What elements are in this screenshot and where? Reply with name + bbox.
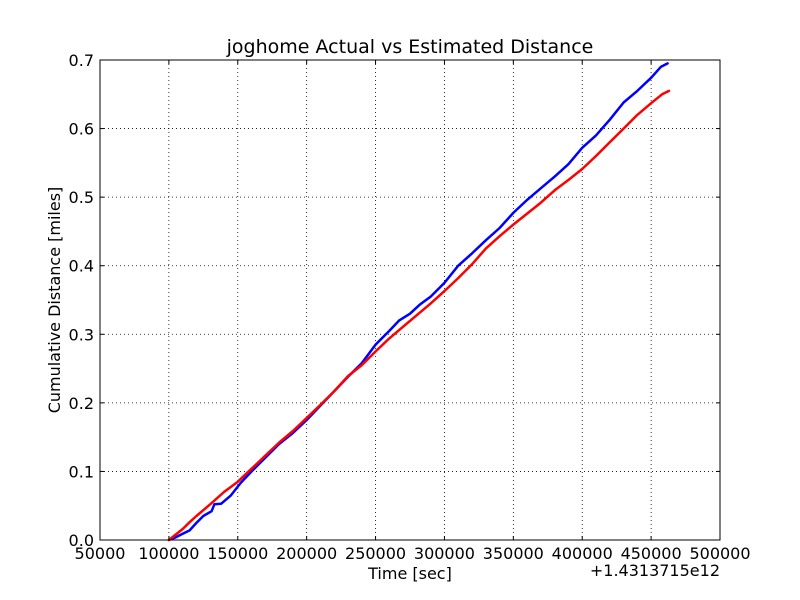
x-tick-label: 450000 <box>621 544 682 563</box>
y-tick-label: 0.4 <box>69 257 94 276</box>
x-tick-label: 500000 <box>689 544 750 563</box>
y-tick-label: 0.0 <box>69 531 94 550</box>
grid <box>100 60 720 540</box>
y-tick-label: 0.1 <box>69 462 94 481</box>
series-red-line <box>167 89 671 542</box>
x-tick-label: 250000 <box>345 544 406 563</box>
tick-labels: 50000 100000 150000 200000 250000 300000 35000… <box>69 51 751 563</box>
plot-frame <box>99 59 721 541</box>
x-tick-label: 100000 <box>138 544 199 563</box>
y-tick-label: 0.7 <box>69 51 94 70</box>
y-tick-label: 0.3 <box>69 325 94 344</box>
y-axis-label: Cumulative Distance [miles] <box>45 187 64 414</box>
x-tick-label: 350000 <box>483 544 544 563</box>
x-tick-label: 200000 <box>276 544 337 563</box>
series-layer <box>167 62 671 542</box>
ticks <box>99 59 721 541</box>
series-blue-line <box>167 62 669 542</box>
y-tick-label: 0.2 <box>69 394 94 413</box>
y-tick-label: 0.5 <box>69 188 94 207</box>
x-offset-label: +1.4313715e12 <box>590 561 720 580</box>
x-tick-label: 300000 <box>414 544 475 563</box>
chart-title: joghome Actual vs Estimated Distance <box>226 36 594 58</box>
x-axis-label: Time [sec] <box>367 564 452 583</box>
y-tick-label: 0.6 <box>69 120 94 139</box>
plot-area <box>100 60 720 540</box>
x-tick-label: 400000 <box>552 544 613 563</box>
x-tick-label: 150000 <box>207 544 268 563</box>
x-tick-label: 50000 <box>75 544 126 563</box>
